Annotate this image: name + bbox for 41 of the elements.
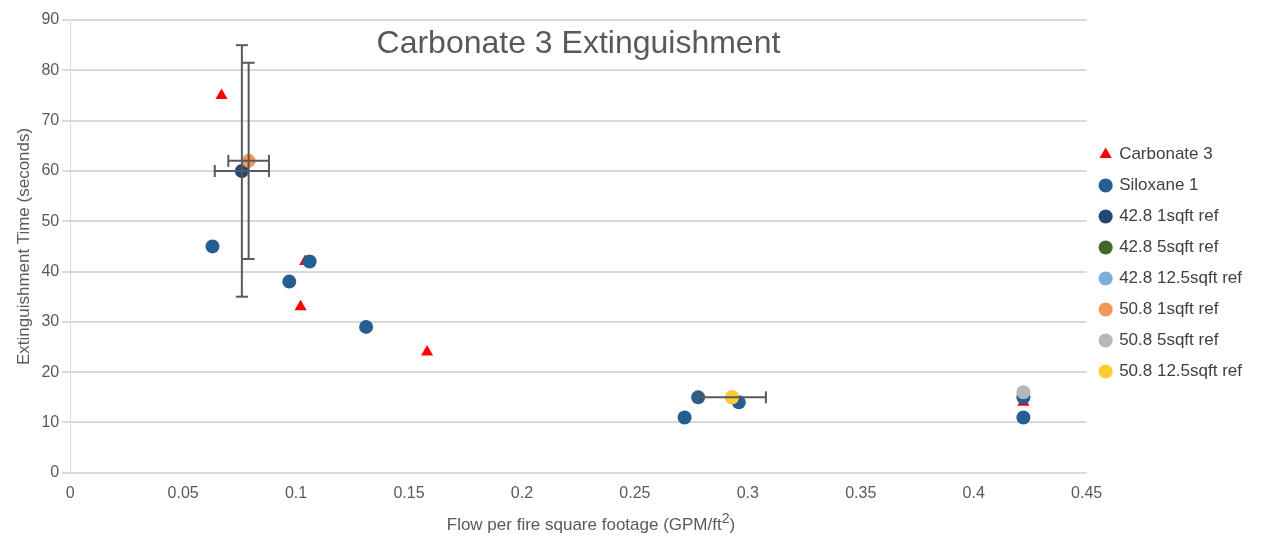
x-axis-title: Flow per fire square footage (GPM/ft$^{2}$) <box>445 510 737 535</box>
point <box>359 319 374 334</box>
legend-label: 42.8 5sqft ref <box>1119 237 1219 257</box>
x-tick-label: 0.25 <box>619 483 651 501</box>
y-axis-title: Extinguishment Time (seconds) <box>13 127 33 365</box>
point <box>215 88 228 99</box>
x-tick-label: 0.1 <box>284 483 308 501</box>
point <box>1016 385 1031 400</box>
point <box>205 239 220 254</box>
x-tick-label: 0.35 <box>845 483 877 501</box>
x-tick-label: 0.4 <box>962 483 985 501</box>
legend-label: 42.8 1sqft ref <box>1119 206 1219 226</box>
legend-label: 50.8 1sqft ref <box>1119 299 1219 319</box>
point <box>421 345 434 356</box>
legend-label: 50.8 5sqft ref <box>1119 330 1219 350</box>
legend-label: 42.8 12.5sqft ref <box>1119 268 1243 288</box>
y-tick-label: 70 <box>41 111 60 129</box>
x-tick-label: 0.45 <box>1071 483 1103 501</box>
y-tick-label: 80 <box>41 60 60 78</box>
y-tick-label: 30 <box>41 312 60 330</box>
legend-label: Carbonate 3 <box>1119 144 1213 164</box>
point <box>1016 410 1031 425</box>
y-tick-label: 50 <box>41 211 60 229</box>
x-tick-label: 0.3 <box>736 483 760 501</box>
point <box>294 299 307 311</box>
y-tick-label: 0 <box>50 463 60 481</box>
x-tick-label: 0.15 <box>393 483 425 501</box>
y-tick-label: 40 <box>41 261 60 279</box>
y-tick-label: 20 <box>41 362 60 380</box>
legend-label: 50.8 12.5sqft ref <box>1119 361 1243 381</box>
x-tick-label: 0.05 <box>167 483 199 501</box>
legend-label: Siloxane 1 <box>1119 175 1199 195</box>
x-tick-label: 0.2 <box>510 483 534 501</box>
y-tick-label: 90 <box>41 10 60 28</box>
y-tick-label: 10 <box>41 412 60 430</box>
point <box>302 254 317 269</box>
point <box>282 274 297 289</box>
x-tick-label: 0 <box>65 483 75 501</box>
chart-title: Carbonate 3 Extinguishment <box>376 23 781 60</box>
point <box>677 410 692 425</box>
y-tick-label: 60 <box>41 161 60 179</box>
